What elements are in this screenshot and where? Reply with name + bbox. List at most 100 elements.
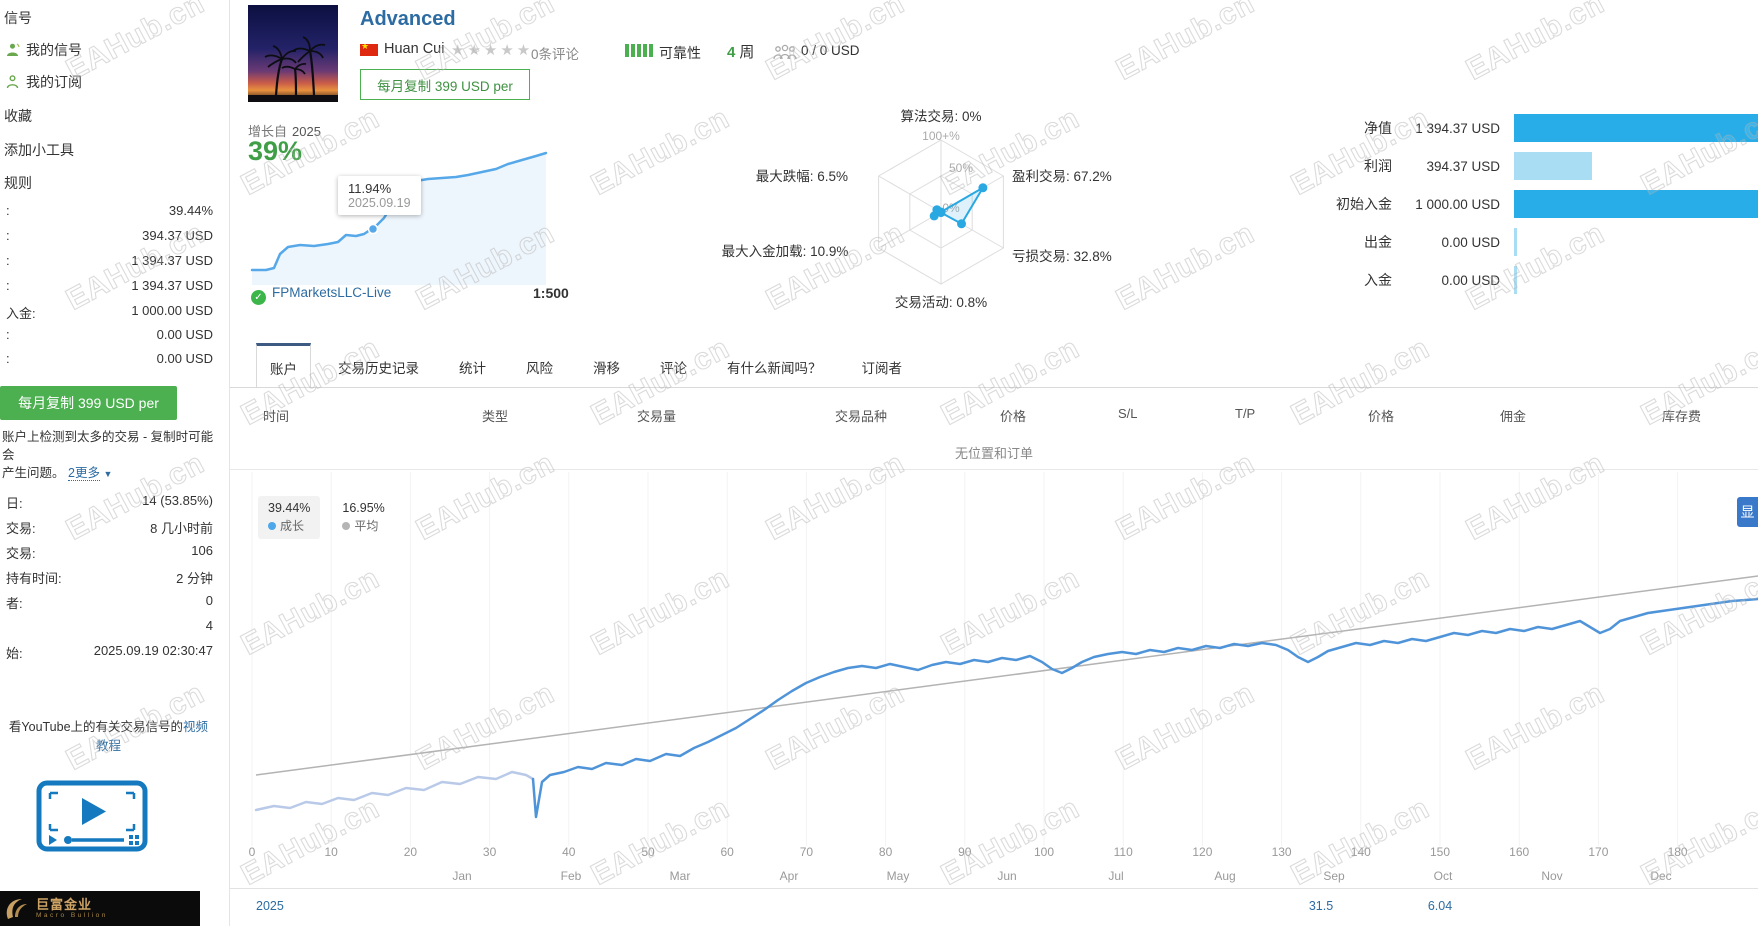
price-button[interactable]: 每月复制 399 USD per [360, 69, 530, 100]
x-tick-label: 100 [1033, 845, 1055, 859]
column-header-time: 时间 [263, 409, 290, 424]
stat-row-weeks: 4 [205, 618, 213, 633]
video-tutorial-link[interactable]: 视频教程 [95, 720, 209, 753]
stat-row-days: 日: 14 (53.85%) [6, 493, 213, 511]
tab-slippage[interactable]: 滑移 [593, 361, 620, 376]
tab-account[interactable]: 账户 [256, 343, 311, 388]
china-flag-icon: ★ [360, 44, 378, 56]
x-tick-label: 0 [248, 845, 256, 859]
rating-stars: ★★★★★ [451, 42, 534, 59]
x-tick-label: 20 [403, 845, 418, 859]
x-month-label: Aug [1214, 869, 1236, 883]
stat-row-subscribers: 者: 0 [6, 593, 213, 611]
broker-link[interactable]: FPMarketsLLC-Live [272, 285, 392, 300]
sidebar-item-add-widget[interactable]: 添加小工具 [4, 142, 74, 158]
column-header-symbol: 交易品种 [835, 409, 888, 424]
legend-average[interactable]: 16.95% 平均 [342, 501, 385, 533]
broker-row: ✓ FPMarketsLLC-Live [251, 285, 391, 305]
withdrawals-bar [1514, 228, 1758, 256]
equity-bar [1514, 114, 1758, 142]
chart-footer-strip: 2025 31.5 6.04 [230, 888, 1758, 926]
radar-label-deposit-load: 最大入金加载: 10.9% [721, 244, 849, 259]
radar-label-loss-trades: 亏损交易: 32.8% [1012, 249, 1112, 264]
x-tick-label: 40 [562, 845, 576, 859]
growth-dot-icon [268, 522, 276, 530]
legend-growth[interactable]: 39.44% 成长 [258, 496, 321, 539]
stat-row-initial-deposit: 入金: 1 000.00 USD [6, 303, 213, 321]
stat-row-profit: :394.37 USD [6, 228, 213, 243]
radar-ring-50: 50% [948, 161, 974, 175]
radar-label-drawdown: 最大跌幅: 6.5% [755, 169, 848, 184]
column-header-swap: 库存费 [1662, 409, 1702, 424]
account-stat-equity: 净值 1 394.37 USD [1280, 114, 1758, 142]
watermark-text: EAHub.cn [1460, 0, 1610, 87]
x-tick-label: 70 [799, 845, 814, 859]
account-stat-deposits: 入金 0.00 USD [1280, 266, 1758, 294]
column-header-type: 类型 [482, 409, 509, 424]
tab-trading-history[interactable]: 交易历史记录 [338, 361, 419, 376]
footer-value-2[interactable]: 6.04 [1427, 899, 1453, 913]
x-tick-label: 60 [720, 845, 734, 859]
x-tick-label: 10 [324, 845, 338, 859]
x-tick-label: 160 [1509, 845, 1530, 859]
sidebar-item-rules[interactable]: 规则 [4, 175, 32, 191]
author-link[interactable]: Huan Cui [384, 41, 445, 57]
funds-value: 0 / 0 USD [801, 43, 860, 58]
reviews-link[interactable]: 0条评论 [531, 47, 580, 62]
tab-subscribers[interactable]: 订阅者 [861, 361, 903, 376]
x-month-label: Mar [669, 869, 691, 883]
account-stat-profit: 利润 394.37 USD [1280, 152, 1758, 180]
signal-avatar [248, 5, 338, 102]
x-tick-label: 170 [1588, 845, 1609, 859]
x-tick-label: 120 [1192, 845, 1213, 859]
signal-quality-radar: 算法交易: 0% 100+% 50% 0% 最大跌幅: 6.5% 盈利交易: 6… [660, 95, 1220, 330]
footer-year[interactable]: 2025 [256, 899, 284, 913]
radar-label-profit-trades: 盈利交易: 67.2% [1012, 169, 1112, 184]
youtube-promo: 看YouTube上的有关交易信号的视频教程 [6, 718, 211, 756]
radar-chart [878, 139, 1004, 285]
stat-row-last-trade: 交易: 8 几小时前 [6, 521, 213, 536]
stat-row-started: 始: 2025.09.19 02:30:47 [6, 643, 213, 661]
equity-growth-chart [251, 472, 1758, 846]
column-header-price: 价格 [1000, 409, 1027, 424]
reliability-bars-icon [625, 44, 653, 57]
footer-value-1[interactable]: 31.5 [1308, 899, 1334, 913]
chart-legend: 39.44% 成长 16.95% 平均 [258, 496, 395, 539]
empty-table-message: 无位置和订单 [954, 446, 1033, 461]
clipped-badge-button[interactable]: 显 [1737, 497, 1758, 527]
equity-line-early [254, 770, 535, 812]
tab-bar: 账户 交易历史记录 统计 风险 滑移 评论 有什么新闻吗？ 订阅者 [230, 343, 1758, 388]
ad-banner[interactable]: 巨富金业 Macro Bullion [0, 891, 200, 926]
x-month-label: May [886, 869, 910, 883]
tab-news[interactable]: 有什么新闻吗？ [727, 361, 822, 376]
column-header-price2: 价格 [1368, 409, 1395, 424]
more-link[interactable]: 2更多 [68, 466, 100, 482]
column-header-tp: T/P [1235, 406, 1256, 421]
tab-reviews[interactable]: 评论 [660, 361, 687, 376]
x-month-label: Oct [1433, 869, 1453, 883]
ad-banner-logo-icon [6, 898, 27, 919]
x-month-label: Jul [1108, 869, 1124, 883]
sidebar-item-my-subscriptions[interactable]: 我的订阅 [5, 72, 82, 92]
leverage-value: 1:500 [533, 285, 569, 301]
tab-statistics[interactable]: 统计 [459, 361, 486, 376]
sidebar-item-my-signals[interactable]: 我的信号 [5, 40, 82, 60]
video-thumbnail[interactable] [36, 780, 148, 857]
stat-row-balance: :1 394.37 USD [6, 278, 213, 293]
x-tick-label: 180 [1667, 845, 1688, 859]
average-dot-icon [342, 522, 351, 530]
stat-row-deposits: :0.00 USD [6, 351, 213, 366]
x-axis-ticks: 0 10 20 30 40 50 60 70 80 90 100 110 120 130 140 150 160… [230, 845, 1758, 863]
copy-subscribe-button[interactable]: 每月复制 399 USD per [0, 386, 177, 420]
ad-banner-title: 巨富金业 [36, 896, 93, 912]
sidebar-item-favorites[interactable]: 收藏 [4, 108, 32, 124]
profit-bar [1514, 152, 1758, 180]
tab-risks[interactable]: 风险 [526, 361, 553, 376]
x-tick-label: 90 [958, 845, 972, 859]
sidebar-item-label: 我的订阅 [26, 74, 82, 90]
x-tick-label: 30 [482, 845, 497, 859]
sidebar-item-signals[interactable]: 信号 [4, 10, 32, 26]
trend-line [255, 575, 1758, 776]
